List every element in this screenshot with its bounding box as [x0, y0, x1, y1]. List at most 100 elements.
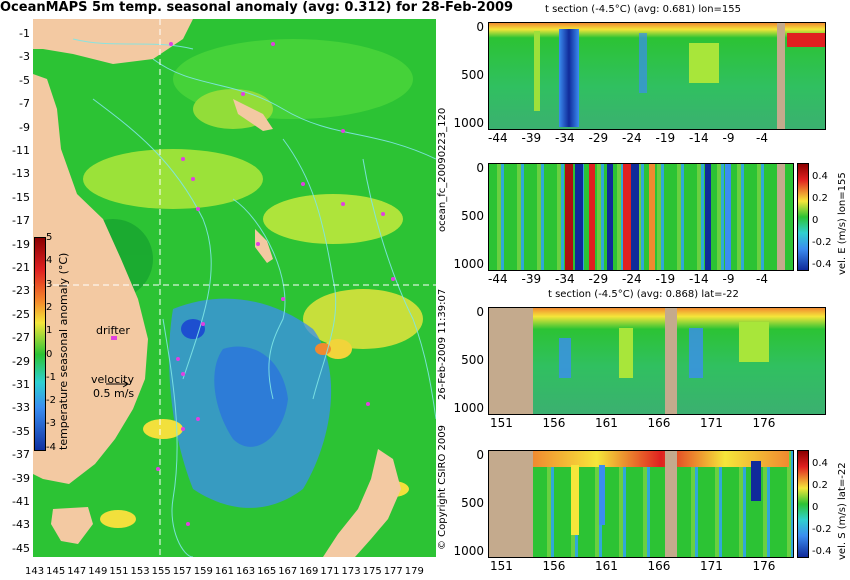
panel-2-colorbar-tick-label: -0.4: [812, 259, 832, 270]
map-lon-tick-label: 161: [214, 566, 234, 577]
panel-2-x-tick-label: -34: [555, 272, 575, 286]
map-colorbar-tick-label: -3: [46, 418, 56, 430]
velocity-legend-speed: 0.5 m/s: [93, 387, 135, 400]
panel-3-x-tick-label: 161: [595, 416, 618, 430]
panel-1-x-tick-label: -9: [722, 131, 735, 145]
panel-2-colorbar-tick-label: -0.2: [812, 237, 832, 248]
map-colorbar-tick-label: 5: [46, 232, 53, 243]
map-colorbar-tick-label: 0: [46, 348, 53, 360]
map-lat-tick-label: -15: [12, 190, 30, 204]
map-lat-tick-label: -45: [12, 541, 30, 555]
map-lat-tick-label: -17: [12, 214, 30, 228]
map-lat-tick-label: -7: [19, 97, 30, 111]
section-panel-3: [488, 307, 826, 415]
map-lat-tick-label: -37: [12, 448, 30, 462]
panel-1-y-tick-label: 1000: [453, 116, 484, 130]
tasmania-land: [51, 507, 93, 544]
map-colorbar-tick-label: 2: [46, 301, 53, 313]
panel-4-x-tick-label: 156: [542, 559, 566, 573]
map-colorbar-tick-label: -4: [46, 441, 56, 453]
new-caledonia-land: [255, 229, 273, 263]
panel-3-title: t section (-4.5°C) (avg: 0.868) lat=-22: [548, 289, 739, 300]
map-colorbar-tick-label: -1: [46, 371, 56, 383]
drifter-markers: [156, 42, 395, 526]
panel-4-y-tick-label: 0: [476, 448, 484, 462]
map-lat-tick-label: -1: [19, 27, 30, 40]
panel-2-colorbar-label: vel. E (m/s) lon=155: [837, 172, 848, 275]
panel-4-colorbar-tick-label: -0.2: [812, 524, 832, 535]
panel-1-y-tick-label: 500: [461, 68, 484, 82]
map-lon-tick-label: 173: [341, 566, 361, 577]
section-panel-1: [488, 22, 826, 130]
map-lat-tick-label: -33: [12, 401, 30, 415]
map-colorbar-tick-label: -2: [46, 395, 56, 407]
map-lat-tick-label: -25: [12, 307, 30, 321]
map-lon-tick-label: 157: [172, 566, 192, 577]
panel-3-y-tick-label: 1000: [453, 401, 484, 415]
map-lon-tick-label: 155: [151, 566, 171, 577]
section-panel-2: [488, 163, 794, 271]
map-canvas: [33, 19, 436, 557]
map-colorbar-tick-label: 3: [46, 278, 53, 290]
map-lon-tick-label: 149: [88, 566, 108, 577]
map-lon-tick-label: 151: [109, 566, 129, 577]
map-lat-tick-label: -43: [12, 518, 30, 532]
panel-4-colorbar: [797, 450, 809, 558]
drifter-legend-label: drifter: [96, 324, 130, 337]
map-lon-tick-label: 153: [130, 566, 150, 577]
map-lat-tick-label: -13: [12, 167, 30, 181]
timestamp-text: 26-Feb-2009 11:39:07: [437, 288, 448, 400]
panel-4-colorbar-tick-label: 0.4: [812, 458, 828, 469]
panel-1-y-tick-label: 0: [476, 20, 484, 34]
map-lat-tick-label: -31: [12, 378, 30, 391]
panel-1-x-tick-label: -4: [756, 131, 768, 145]
map-colorbar-tick-label: 4: [46, 255, 53, 267]
map-lat-tick-label: -35: [12, 424, 30, 438]
panel-3-x-tick-label: 166: [647, 416, 671, 430]
copyright-text: © Copyright CSIRO 2009: [437, 425, 448, 550]
panel-3-y-tick-label: 0: [476, 305, 484, 319]
panel-4-x-tick-label: 151: [490, 559, 513, 573]
panel-1-title: t section (-4.5°C) (avg: 0.681) lon=155: [545, 4, 742, 15]
map-lon-tick-label: 147: [67, 566, 87, 577]
panel-2-y-tick-label: 1000: [453, 257, 484, 271]
panel-2-x-tick-label: -19: [655, 272, 676, 286]
panel-3-x-tick-label: 156: [542, 416, 566, 430]
panel-3-x-tick-label: 171: [700, 416, 723, 430]
panel-1-x-tick-label: -19: [655, 131, 676, 145]
panel-2-x-tick-label: -4: [756, 272, 768, 286]
panel-1-x-tick-label: -44: [488, 131, 508, 145]
panel-4-colorbar-label: vel. S (m/s) lat=-22: [837, 462, 848, 560]
panel-2-y-tick-label: 500: [461, 209, 484, 223]
panel-3-y-tick-label: 500: [461, 353, 484, 367]
map-lat-tick-label: -3: [19, 50, 30, 64]
map-lat-tick-label: -5: [19, 73, 30, 87]
map-lat-tick-label: -41: [12, 495, 30, 508]
map-lat-tick-label: -9: [19, 120, 30, 134]
section-panel-4: [488, 450, 794, 558]
panel-4-colorbar-tick-label: 0: [812, 502, 819, 513]
panel-1-x-tick-label: -34: [555, 131, 575, 145]
panel-2-x-tick-label: -44: [488, 272, 508, 286]
map-lon-tick-label: 159: [193, 566, 213, 577]
panel-1-x-tick-label: -29: [588, 131, 609, 145]
panel-2-x-tick-label: -29: [588, 272, 609, 286]
australia-land: [33, 74, 148, 484]
panel-4-x-tick-label: 171: [700, 559, 723, 573]
panel-2-x-tick-label: -39: [521, 272, 542, 286]
panel-4-x-tick-label: 161: [595, 559, 618, 573]
map-lon-tick-label: 165: [257, 566, 277, 577]
map-lat-tick-label: -29: [12, 354, 30, 368]
anomaly-map: [33, 19, 436, 557]
map-lon-tick-label: 175: [362, 566, 382, 577]
map-colorbar: [34, 237, 46, 451]
panel-4-y-tick-label: 1000: [453, 544, 484, 558]
panel-4-x-tick-label: 166: [647, 559, 671, 573]
page-title: OceanMAPS 5m temp. seasonal anomaly (avg…: [0, 0, 514, 15]
panel-2-colorbar-tick-label: 0.2: [812, 193, 828, 204]
drifter-legend-marker: [111, 336, 117, 340]
panel-4-colorbar-tick-label: 0.2: [812, 480, 828, 491]
panel-1-x-tick-label: -24: [622, 131, 642, 145]
panel-1-x-tick-label: -39: [521, 131, 542, 145]
map-lon-tick-label: 177: [383, 566, 403, 577]
